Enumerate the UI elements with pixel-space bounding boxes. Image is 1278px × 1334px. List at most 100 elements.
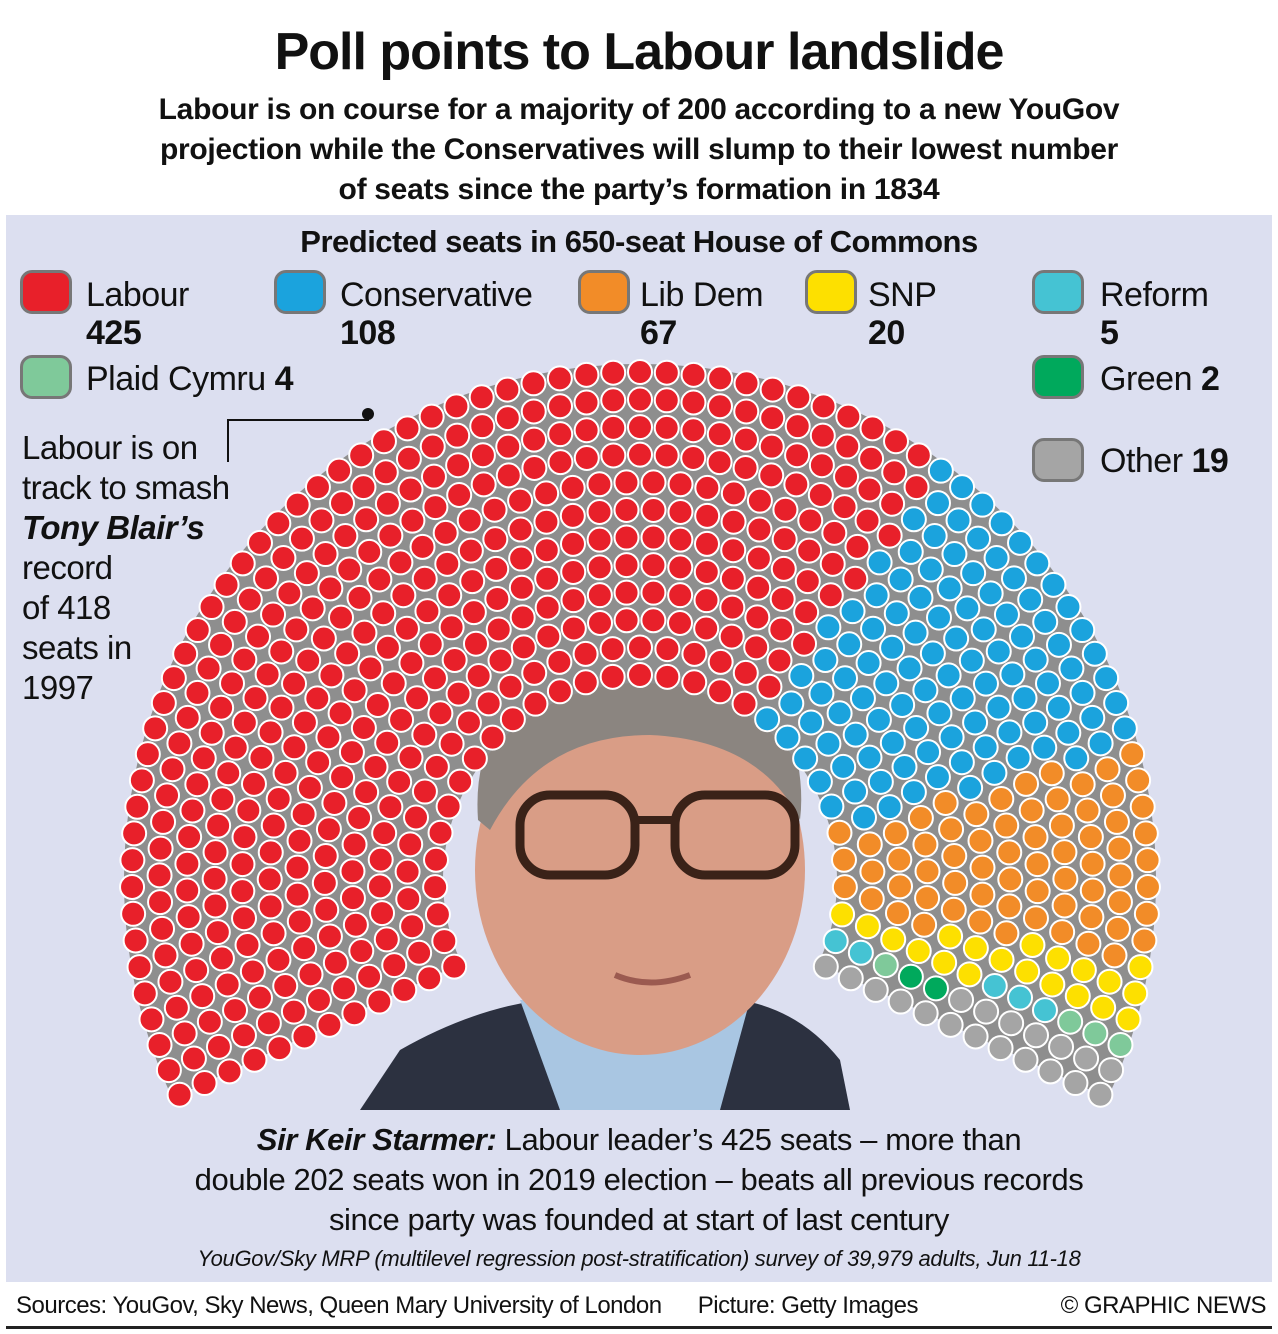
seat-conservative	[945, 507, 972, 534]
seat-labour	[403, 804, 430, 831]
seat-labour	[883, 428, 910, 455]
seat-labour	[222, 997, 249, 1024]
legend-value: 425	[86, 314, 142, 352]
seat-labour	[470, 471, 497, 498]
seat-labour	[305, 749, 332, 776]
legend-label: Lib Dem	[640, 276, 764, 314]
seat-conservative	[1093, 665, 1120, 692]
seat-lib-dem	[831, 874, 858, 901]
seat-labour	[256, 866, 283, 893]
seat-labour	[257, 893, 284, 920]
seat-labour	[397, 476, 424, 503]
seat-labour	[733, 398, 760, 425]
seat-labour	[520, 370, 547, 397]
copyright: © GRAPHIC NEWS	[1060, 1292, 1267, 1319]
seat-lib-dem	[907, 805, 934, 832]
seat-labour	[180, 1045, 207, 1072]
seat-labour	[310, 625, 337, 652]
seat-reform	[1007, 984, 1034, 1011]
seat-conservative	[754, 706, 781, 733]
seat-conservative	[815, 614, 842, 641]
seat-labour	[397, 744, 424, 771]
legend-swatch-plaid-cymru	[20, 355, 72, 399]
seat-labour	[533, 537, 560, 564]
seat-plaid-cymru	[1057, 1008, 1084, 1035]
seat-labour	[586, 582, 613, 609]
seat-labour	[599, 636, 626, 663]
seat-labour	[586, 526, 613, 553]
seat-labour	[431, 928, 458, 955]
seat-labour	[260, 812, 287, 839]
seat-labour	[521, 659, 548, 686]
seat-labour	[654, 636, 681, 663]
seat-labour	[339, 858, 366, 885]
seat-labour	[441, 953, 468, 980]
seat-labour	[329, 764, 356, 791]
seat-lib-dem	[887, 873, 914, 900]
seat-labour	[147, 835, 174, 862]
seat-lib-dem	[1024, 878, 1051, 905]
seat-labour	[468, 384, 495, 411]
seat-labour	[150, 808, 177, 835]
seat-lib-dem	[882, 820, 909, 847]
seat-labour	[231, 646, 258, 673]
blair-record-annotation: Labour is on track to smash Tony Blair’s…	[22, 428, 230, 708]
seat-labour	[276, 580, 303, 607]
seat-labour	[390, 582, 417, 609]
seat-other	[812, 953, 839, 980]
seat-labour	[370, 428, 397, 455]
seat-labour	[640, 496, 667, 523]
seat-labour	[142, 715, 169, 742]
legend-label: Reform	[1100, 276, 1209, 314]
legend-value: 108	[340, 314, 396, 352]
seat-labour	[308, 507, 335, 534]
seat-labour	[479, 724, 506, 751]
seat-labour	[318, 662, 345, 689]
seat-labour	[613, 552, 640, 579]
seat-labour	[152, 942, 179, 969]
seat-labour	[213, 571, 240, 598]
seat-lib-dem	[1101, 942, 1128, 969]
seat-labour	[128, 767, 155, 794]
seat-labour	[427, 819, 454, 846]
seat-labour	[653, 414, 680, 441]
seat-lib-dem	[941, 843, 968, 870]
seat-lib-dem	[1024, 851, 1051, 878]
seat-labour	[681, 669, 708, 696]
subtitle-line: Labour is on course for a majority of 20…	[158, 93, 1120, 126]
seat-labour	[423, 753, 450, 780]
seat-labour	[284, 854, 311, 881]
seat-labour	[600, 359, 627, 386]
seat-labour	[758, 433, 785, 460]
seat-labour	[122, 927, 149, 954]
seat-labour	[640, 524, 667, 551]
seat-labour	[205, 1033, 232, 1060]
seat-conservative	[1087, 730, 1114, 757]
seat-labour	[281, 670, 308, 697]
seat-conservative	[889, 692, 916, 719]
seat-labour	[720, 480, 747, 507]
seat-labour	[372, 459, 399, 486]
seat-conservative	[900, 506, 927, 533]
seat-labour	[706, 421, 733, 448]
seat-conservative	[856, 744, 883, 771]
seat-labour	[236, 586, 263, 613]
seat-conservative	[774, 724, 801, 751]
seat-labour	[346, 805, 373, 832]
seat-labour	[160, 665, 187, 692]
seat-conservative	[965, 525, 992, 552]
seat-labour	[270, 544, 297, 571]
seat-labour	[667, 526, 694, 553]
seat-labour	[559, 530, 586, 557]
seat-other	[912, 1000, 939, 1027]
seat-conservative	[815, 730, 842, 757]
seat-conservative	[972, 670, 999, 697]
seat-conservative	[1024, 550, 1051, 577]
seat-labour	[321, 789, 348, 816]
seat-labour	[680, 444, 707, 471]
seat-labour	[391, 976, 418, 1003]
seat-labour	[266, 1035, 293, 1062]
annotation-line: Labour is on	[22, 429, 198, 466]
seat-lib-dem	[911, 911, 938, 938]
